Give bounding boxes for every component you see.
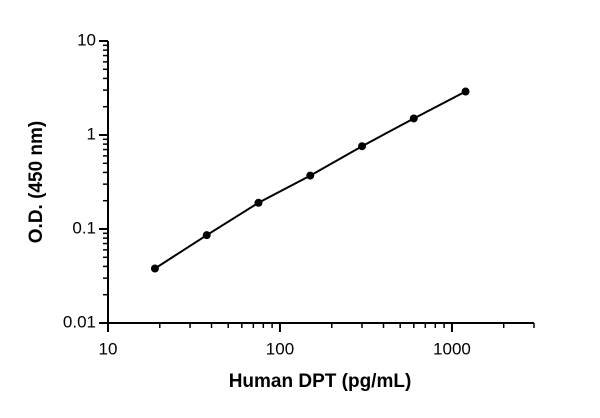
x-tick-label: 10 [99, 339, 118, 358]
x-tick-label: 100 [266, 339, 294, 358]
data-point [306, 171, 315, 180]
data-point [461, 87, 470, 96]
y-tick-label: 0.01 [63, 312, 96, 331]
y-axis-title: O.D. (450 nm) [26, 121, 47, 243]
data-point [409, 114, 418, 123]
data-line [154, 90, 467, 270]
x-axis-title: Human DPT (pg/mL) [229, 371, 412, 392]
y-tick-label: 0.1 [72, 218, 96, 237]
y-tick-label: 10 [77, 30, 96, 49]
y-tick-label: 1 [87, 124, 96, 143]
data-point [358, 142, 367, 151]
data-point [202, 231, 211, 240]
data-point [150, 264, 159, 273]
data-point [254, 198, 263, 207]
x-tick-label: 1000 [433, 339, 471, 358]
